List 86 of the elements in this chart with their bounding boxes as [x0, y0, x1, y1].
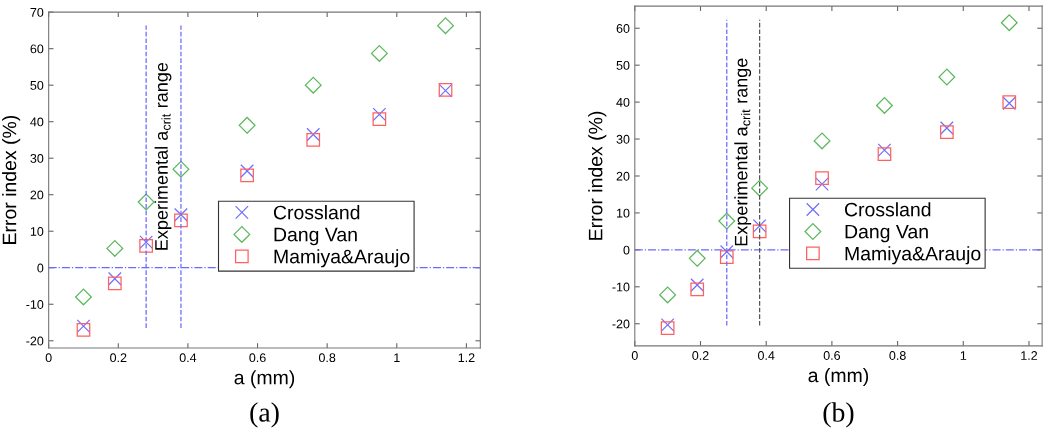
point — [174, 213, 188, 228]
point — [306, 127, 321, 142]
point — [238, 116, 256, 134]
point — [306, 133, 321, 147]
point — [659, 286, 677, 304]
point — [939, 125, 954, 139]
point — [939, 121, 954, 135]
point — [304, 76, 322, 94]
y-tick-label: 50 — [616, 60, 630, 70]
x-tick-label: 1.2 — [458, 353, 475, 362]
point — [719, 250, 734, 265]
point — [752, 218, 767, 233]
point — [106, 239, 124, 257]
x-axis-title: a (mm) — [808, 367, 869, 387]
y-tick-label: -10 — [612, 282, 630, 292]
x-tick-label: 0.8 — [318, 353, 336, 363]
legend-label: Dang Van — [845, 224, 928, 243]
point — [1000, 14, 1018, 32]
legend-label: Mamiya&Araujo — [845, 246, 981, 265]
point — [240, 164, 254, 178]
point — [107, 276, 122, 291]
point — [877, 143, 892, 158]
text: (a) — [250, 402, 279, 428]
y-tick-label: 50 — [30, 80, 44, 90]
y-tick-label: 30 — [616, 134, 630, 144]
y-tick-label: -10 — [26, 300, 44, 309]
x-tick-label: 1 — [394, 353, 400, 362]
point — [174, 207, 188, 222]
text: (b) — [823, 402, 854, 428]
point — [690, 278, 705, 292]
y-tick-label: -20 — [612, 319, 630, 329]
y-tick-label: 20 — [30, 190, 44, 200]
x-tick-label: 0 — [631, 351, 638, 360]
x-tick-label: 1 — [960, 351, 967, 360]
point — [688, 249, 706, 267]
point — [372, 112, 387, 127]
point — [74, 288, 92, 306]
y-tick-label: 10 — [30, 227, 44, 236]
x-tick-label: 1.2 — [1021, 351, 1038, 360]
y-tick-label: 30 — [30, 154, 44, 163]
point — [815, 171, 829, 186]
point — [370, 44, 388, 62]
point — [172, 160, 190, 178]
legend-label: Dang Van — [274, 227, 357, 246]
x-axis-title: a (mm) — [234, 370, 295, 389]
y-tick-label: 60 — [30, 44, 44, 54]
x-tick-label: 0.2 — [692, 351, 709, 360]
point — [372, 107, 387, 122]
y-tick-label: 10 — [616, 208, 630, 218]
point — [751, 179, 769, 197]
point — [875, 96, 893, 114]
y-tick-label: 0 — [623, 245, 630, 255]
point — [660, 317, 675, 332]
point — [437, 17, 455, 35]
point — [813, 132, 831, 150]
y-tick-label: 40 — [616, 97, 630, 107]
point — [137, 193, 155, 211]
x-tick-label: 0.6 — [249, 353, 266, 363]
y-tick-label: 60 — [616, 24, 630, 33]
x-tick-label: 0.4 — [758, 351, 775, 360]
y-tick-label: 0 — [37, 263, 44, 273]
x-tick-label: 0.6 — [823, 351, 841, 360]
point — [690, 282, 705, 297]
y-axis-title: Error index (%) — [2, 115, 21, 244]
annotation: Experimental a$_{crit}$ range — [734, 58, 752, 246]
point — [660, 321, 675, 336]
point — [752, 224, 767, 239]
point — [815, 177, 829, 191]
point — [877, 147, 892, 162]
y-tick-label: -20 — [26, 336, 44, 346]
point — [240, 168, 254, 183]
y-tick-label: 70 — [30, 7, 44, 17]
point — [107, 271, 122, 286]
annotation: Experimental a$_{crit}$ range — [154, 62, 172, 250]
y-tick-label: 20 — [616, 171, 630, 181]
legend-label: Crossland — [844, 202, 931, 217]
x-tick-label: 0.8 — [889, 351, 906, 360]
legend-label: Crossland — [273, 205, 360, 220]
point — [719, 244, 734, 259]
y-tick-label: 40 — [30, 117, 44, 127]
x-tick-label: 0.2 — [110, 353, 127, 363]
x-tick-label: 0.4 — [179, 353, 197, 363]
x-tick-label: 0 — [45, 353, 52, 363]
y-axis-title: Error index (%) — [588, 111, 607, 240]
point — [938, 68, 956, 86]
legend-label: Mamiya&Araujo — [274, 249, 410, 268]
